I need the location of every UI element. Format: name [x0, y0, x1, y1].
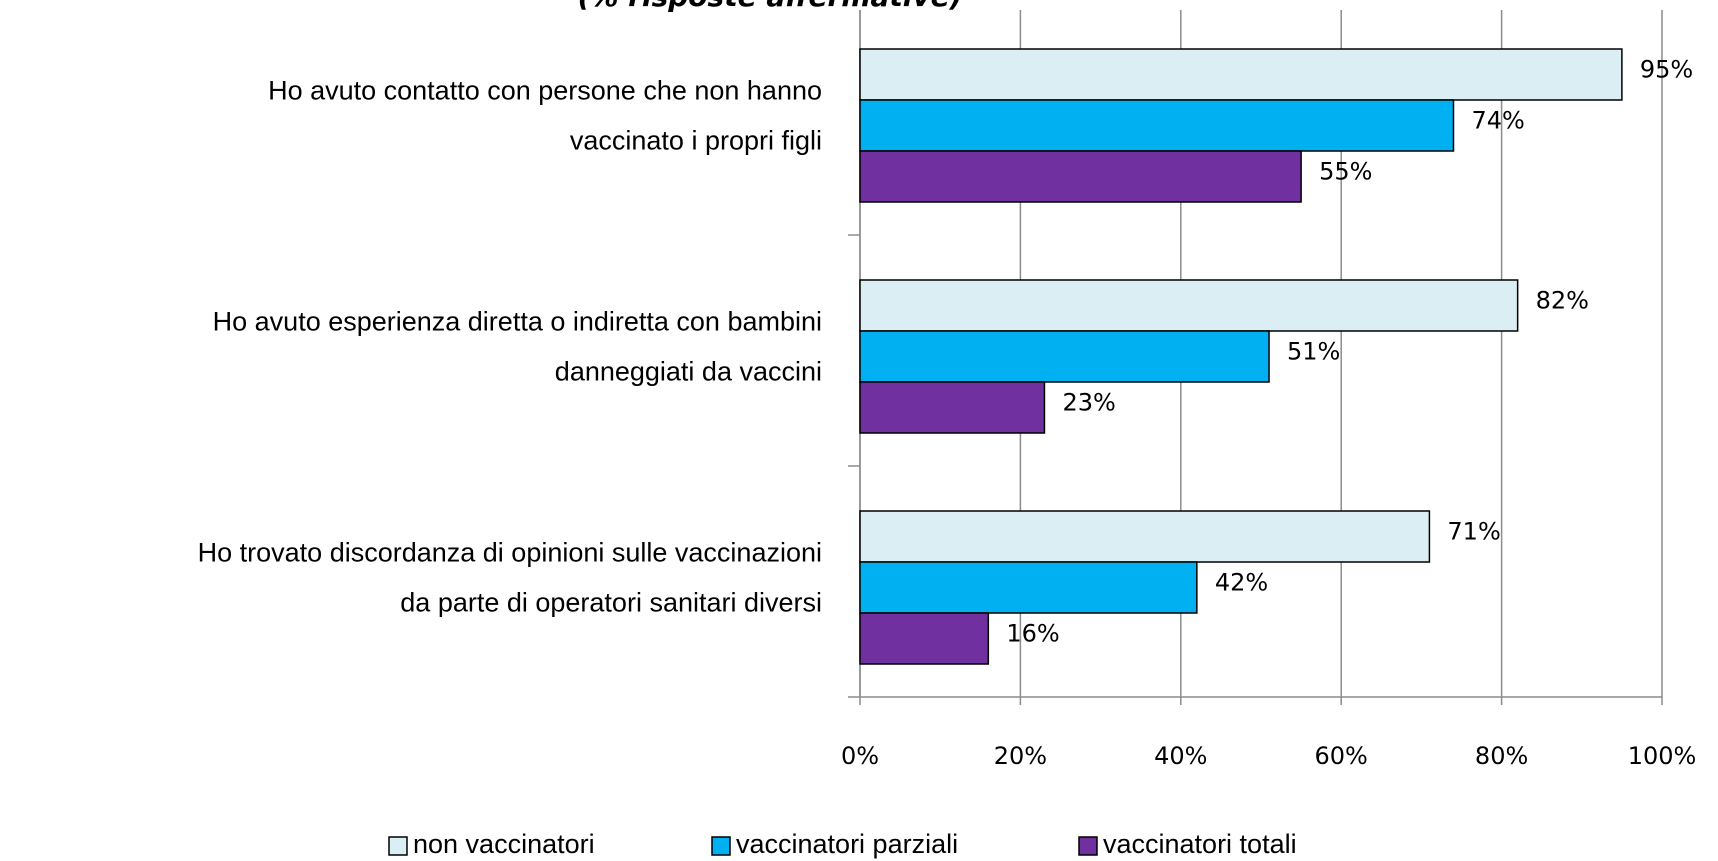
bar	[859, 510, 1431, 563]
bar	[859, 381, 1046, 434]
legend-label: non vaccinatori	[413, 829, 595, 859]
legend-swatch	[388, 836, 408, 856]
value-label: 42%	[1215, 569, 1268, 597]
x-tick-label: 40%	[1154, 742, 1207, 770]
x-tick-label: 80%	[1475, 742, 1528, 770]
category-label: Ho trovato discordanza di opinioni sulle…	[198, 538, 822, 618]
value-label: 23%	[1062, 389, 1115, 417]
bar	[859, 612, 990, 665]
value-label: 95%	[1640, 56, 1693, 84]
value-label: 74%	[1471, 107, 1524, 135]
value-label: 16%	[1006, 620, 1059, 648]
legend-swatch	[711, 836, 731, 856]
value-label: 55%	[1319, 158, 1372, 186]
legend-label: vaccinatori totali	[1103, 829, 1297, 859]
x-tick-label: 60%	[1315, 742, 1368, 770]
category-label: Ho avuto contatto con persone che non ha…	[268, 76, 822, 156]
value-label: 51%	[1287, 338, 1340, 366]
value-label: 82%	[1536, 287, 1589, 315]
bar	[859, 99, 1455, 152]
bar	[859, 48, 1623, 101]
bar	[859, 279, 1519, 332]
category-label: Ho avuto esperienza diretta o indiretta …	[213, 307, 822, 387]
bar	[859, 561, 1198, 614]
bar	[859, 330, 1270, 383]
chart-title: (% risposte affermative)	[578, 0, 963, 13]
legend-label: vaccinatori parziali	[736, 829, 958, 859]
x-tick-label: 20%	[994, 742, 1047, 770]
legend-swatch	[1078, 836, 1098, 856]
x-tick-label: 100%	[1628, 742, 1697, 770]
value-label: 71%	[1447, 518, 1500, 546]
bar	[859, 150, 1302, 203]
x-tick-label: 0%	[841, 742, 879, 770]
